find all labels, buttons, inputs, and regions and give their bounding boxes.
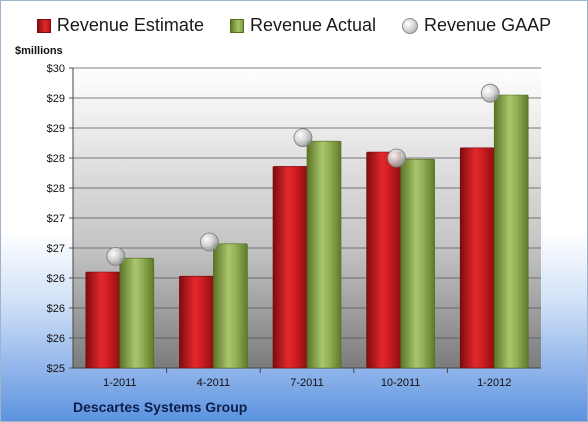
bar-revenue-actual <box>400 158 435 369</box>
x-tick-label: 1-2012 <box>477 377 511 389</box>
legend-item-actual: Revenue Actual <box>229 15 377 36</box>
bar-revenue-estimate <box>85 271 121 369</box>
bar-revenue-actual <box>119 257 155 369</box>
y-tick-label: $28 <box>47 183 65 195</box>
x-tick-label: 4-2011 <box>197 377 230 389</box>
legend-swatch-actual <box>229 18 244 33</box>
legend-swatch-estimate <box>36 18 51 33</box>
y-tick-label: $25 <box>47 363 65 375</box>
legend-label-gaap: Revenue GAAP <box>424 15 552 35</box>
x-tick-label: 1-2011 <box>103 377 136 389</box>
y-tick-label: $28 <box>47 153 65 165</box>
legend-label-actual: Revenue Actual <box>249 15 377 35</box>
y-tick-label: $26 <box>47 303 65 315</box>
y-tick-label: $27 <box>47 243 65 255</box>
bar-revenue-actual <box>213 243 248 369</box>
bar-revenue-estimate <box>366 151 401 369</box>
y-tick-label: $30 <box>47 63 65 75</box>
y-axis-unit-label: $millions <box>15 45 63 57</box>
legend-item-estimate: Revenue Estimate <box>36 15 204 36</box>
legend-item-gaap: Revenue GAAP <box>402 15 551 36</box>
legend-marker-gaap <box>402 17 419 34</box>
company-name: Descartes Systems Group <box>73 399 248 415</box>
point-revenue-gaap <box>293 128 313 148</box>
y-tick-label: $27 <box>47 213 65 225</box>
y-tick-label: $29 <box>47 93 65 105</box>
point-revenue-gaap <box>387 148 407 168</box>
bar-revenue-estimate <box>459 147 495 369</box>
legend-label-estimate: Revenue Estimate <box>56 15 204 35</box>
legend: Revenue Estimate Revenue Actual Revenue … <box>1 15 587 36</box>
bar-revenue-actual <box>306 140 342 369</box>
x-tick-label: 10-2011 <box>381 377 421 389</box>
bar-revenue-estimate <box>272 166 308 369</box>
x-tick-label: 7-2011 <box>290 377 323 389</box>
bar-revenue-estimate <box>179 275 214 369</box>
y-tick-label: $29 <box>47 123 65 135</box>
point-revenue-gaap <box>106 246 126 266</box>
point-revenue-gaap <box>199 232 219 252</box>
point-revenue-gaap <box>480 83 500 103</box>
y-tick-label: $26 <box>47 273 65 285</box>
bar-revenue-actual <box>493 94 529 369</box>
y-tick-label: $26 <box>47 333 65 345</box>
